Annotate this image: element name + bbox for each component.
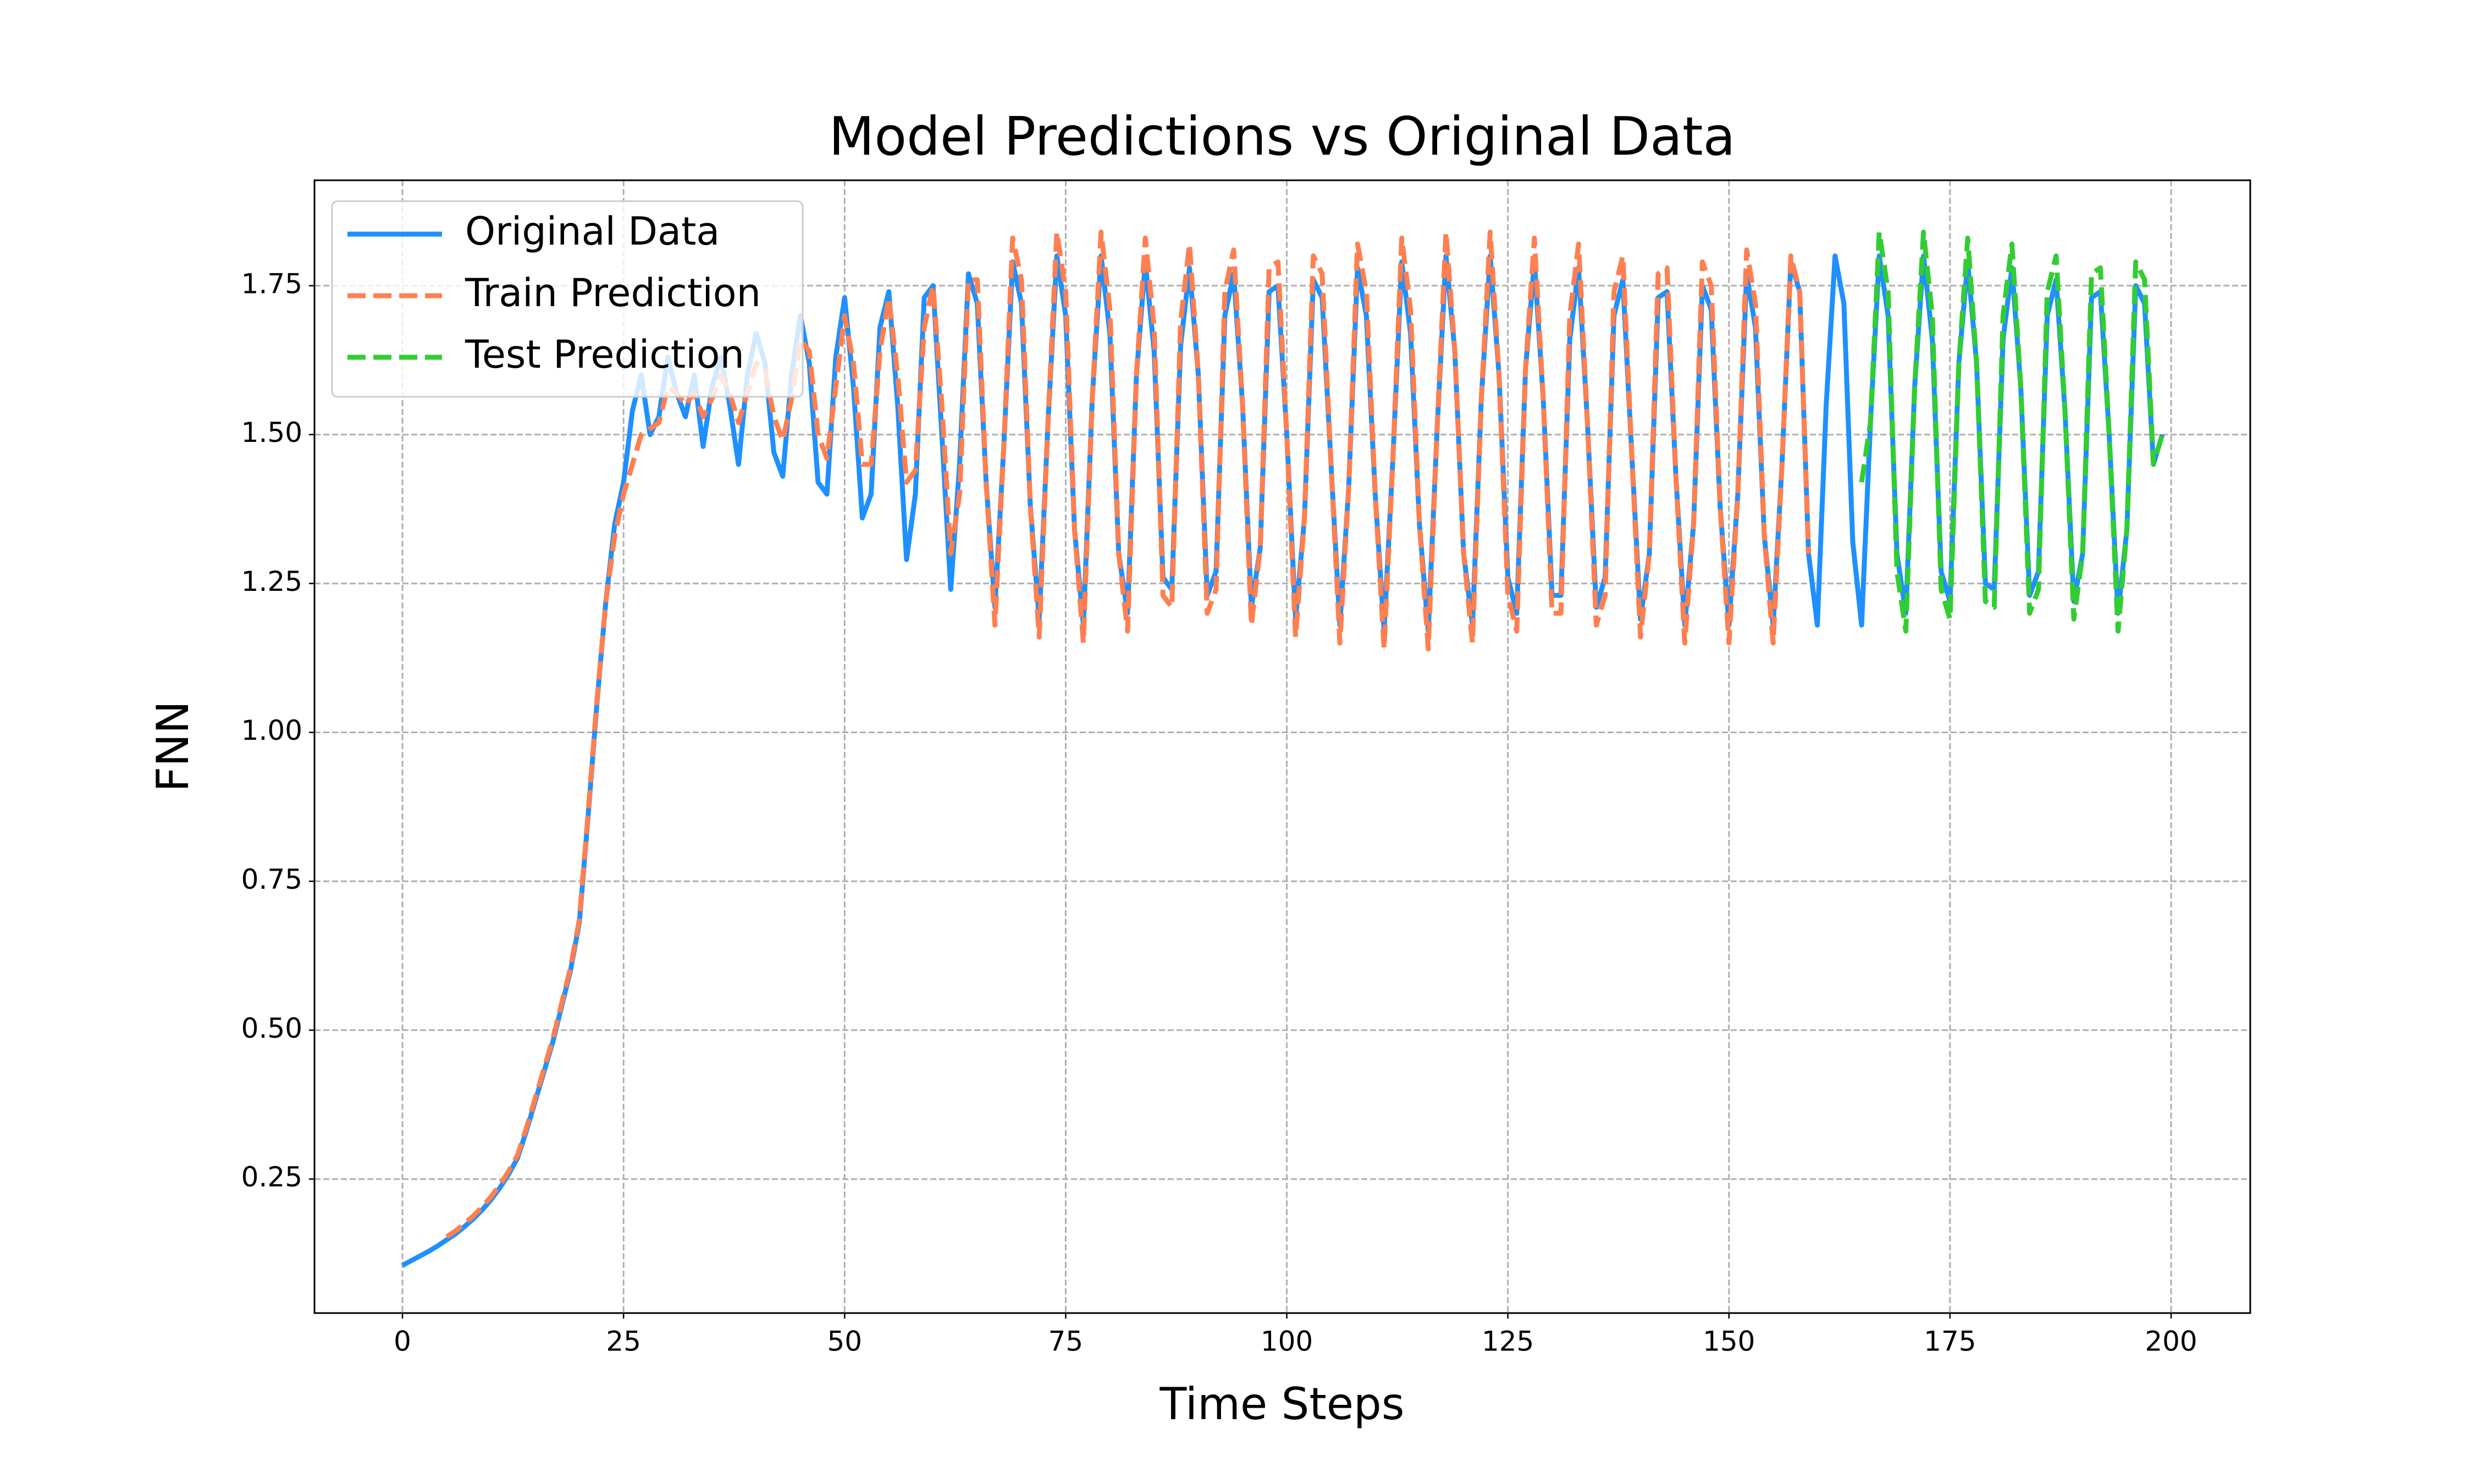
x-tick-label: 125 — [1482, 1326, 1534, 1358]
y-axis-label: FNN — [147, 701, 198, 792]
plot-frame — [313, 179, 2251, 1314]
y-tick-label: 0.75 — [241, 863, 302, 895]
x-tick-label: 75 — [1048, 1326, 1084, 1358]
chart-title: Model Predictions vs Original Data — [829, 106, 1736, 167]
y-tick-label: 1.75 — [241, 268, 302, 300]
x-tick-label: 200 — [2145, 1326, 2197, 1358]
x-tick-label: 175 — [1924, 1326, 1976, 1358]
y-tick-label: 1.50 — [241, 417, 302, 448]
y-tick-label: 0.25 — [241, 1161, 302, 1193]
x-tick-label: 150 — [1703, 1326, 1755, 1358]
legend-label: Train Prediction — [465, 270, 761, 315]
x-tick-label: 50 — [827, 1326, 862, 1358]
legend-label: Original Data — [465, 209, 720, 254]
y-tick-label: 0.50 — [241, 1012, 302, 1044]
legend: Original Data Train Prediction Test Predic… — [331, 200, 804, 398]
legend-box — [331, 200, 804, 398]
x-tick-label: 100 — [1261, 1326, 1313, 1358]
y-tick-label: 1.00 — [241, 715, 302, 746]
series-line — [1859, 229, 2165, 634]
y-tick-label: 1.25 — [241, 566, 302, 597]
legend-label: Test Prediction — [465, 332, 744, 377]
x-tick-label: 25 — [606, 1326, 641, 1358]
x-tick-label: 0 — [394, 1326, 411, 1358]
x-axis-label: Time Steps — [1159, 1378, 1404, 1430]
